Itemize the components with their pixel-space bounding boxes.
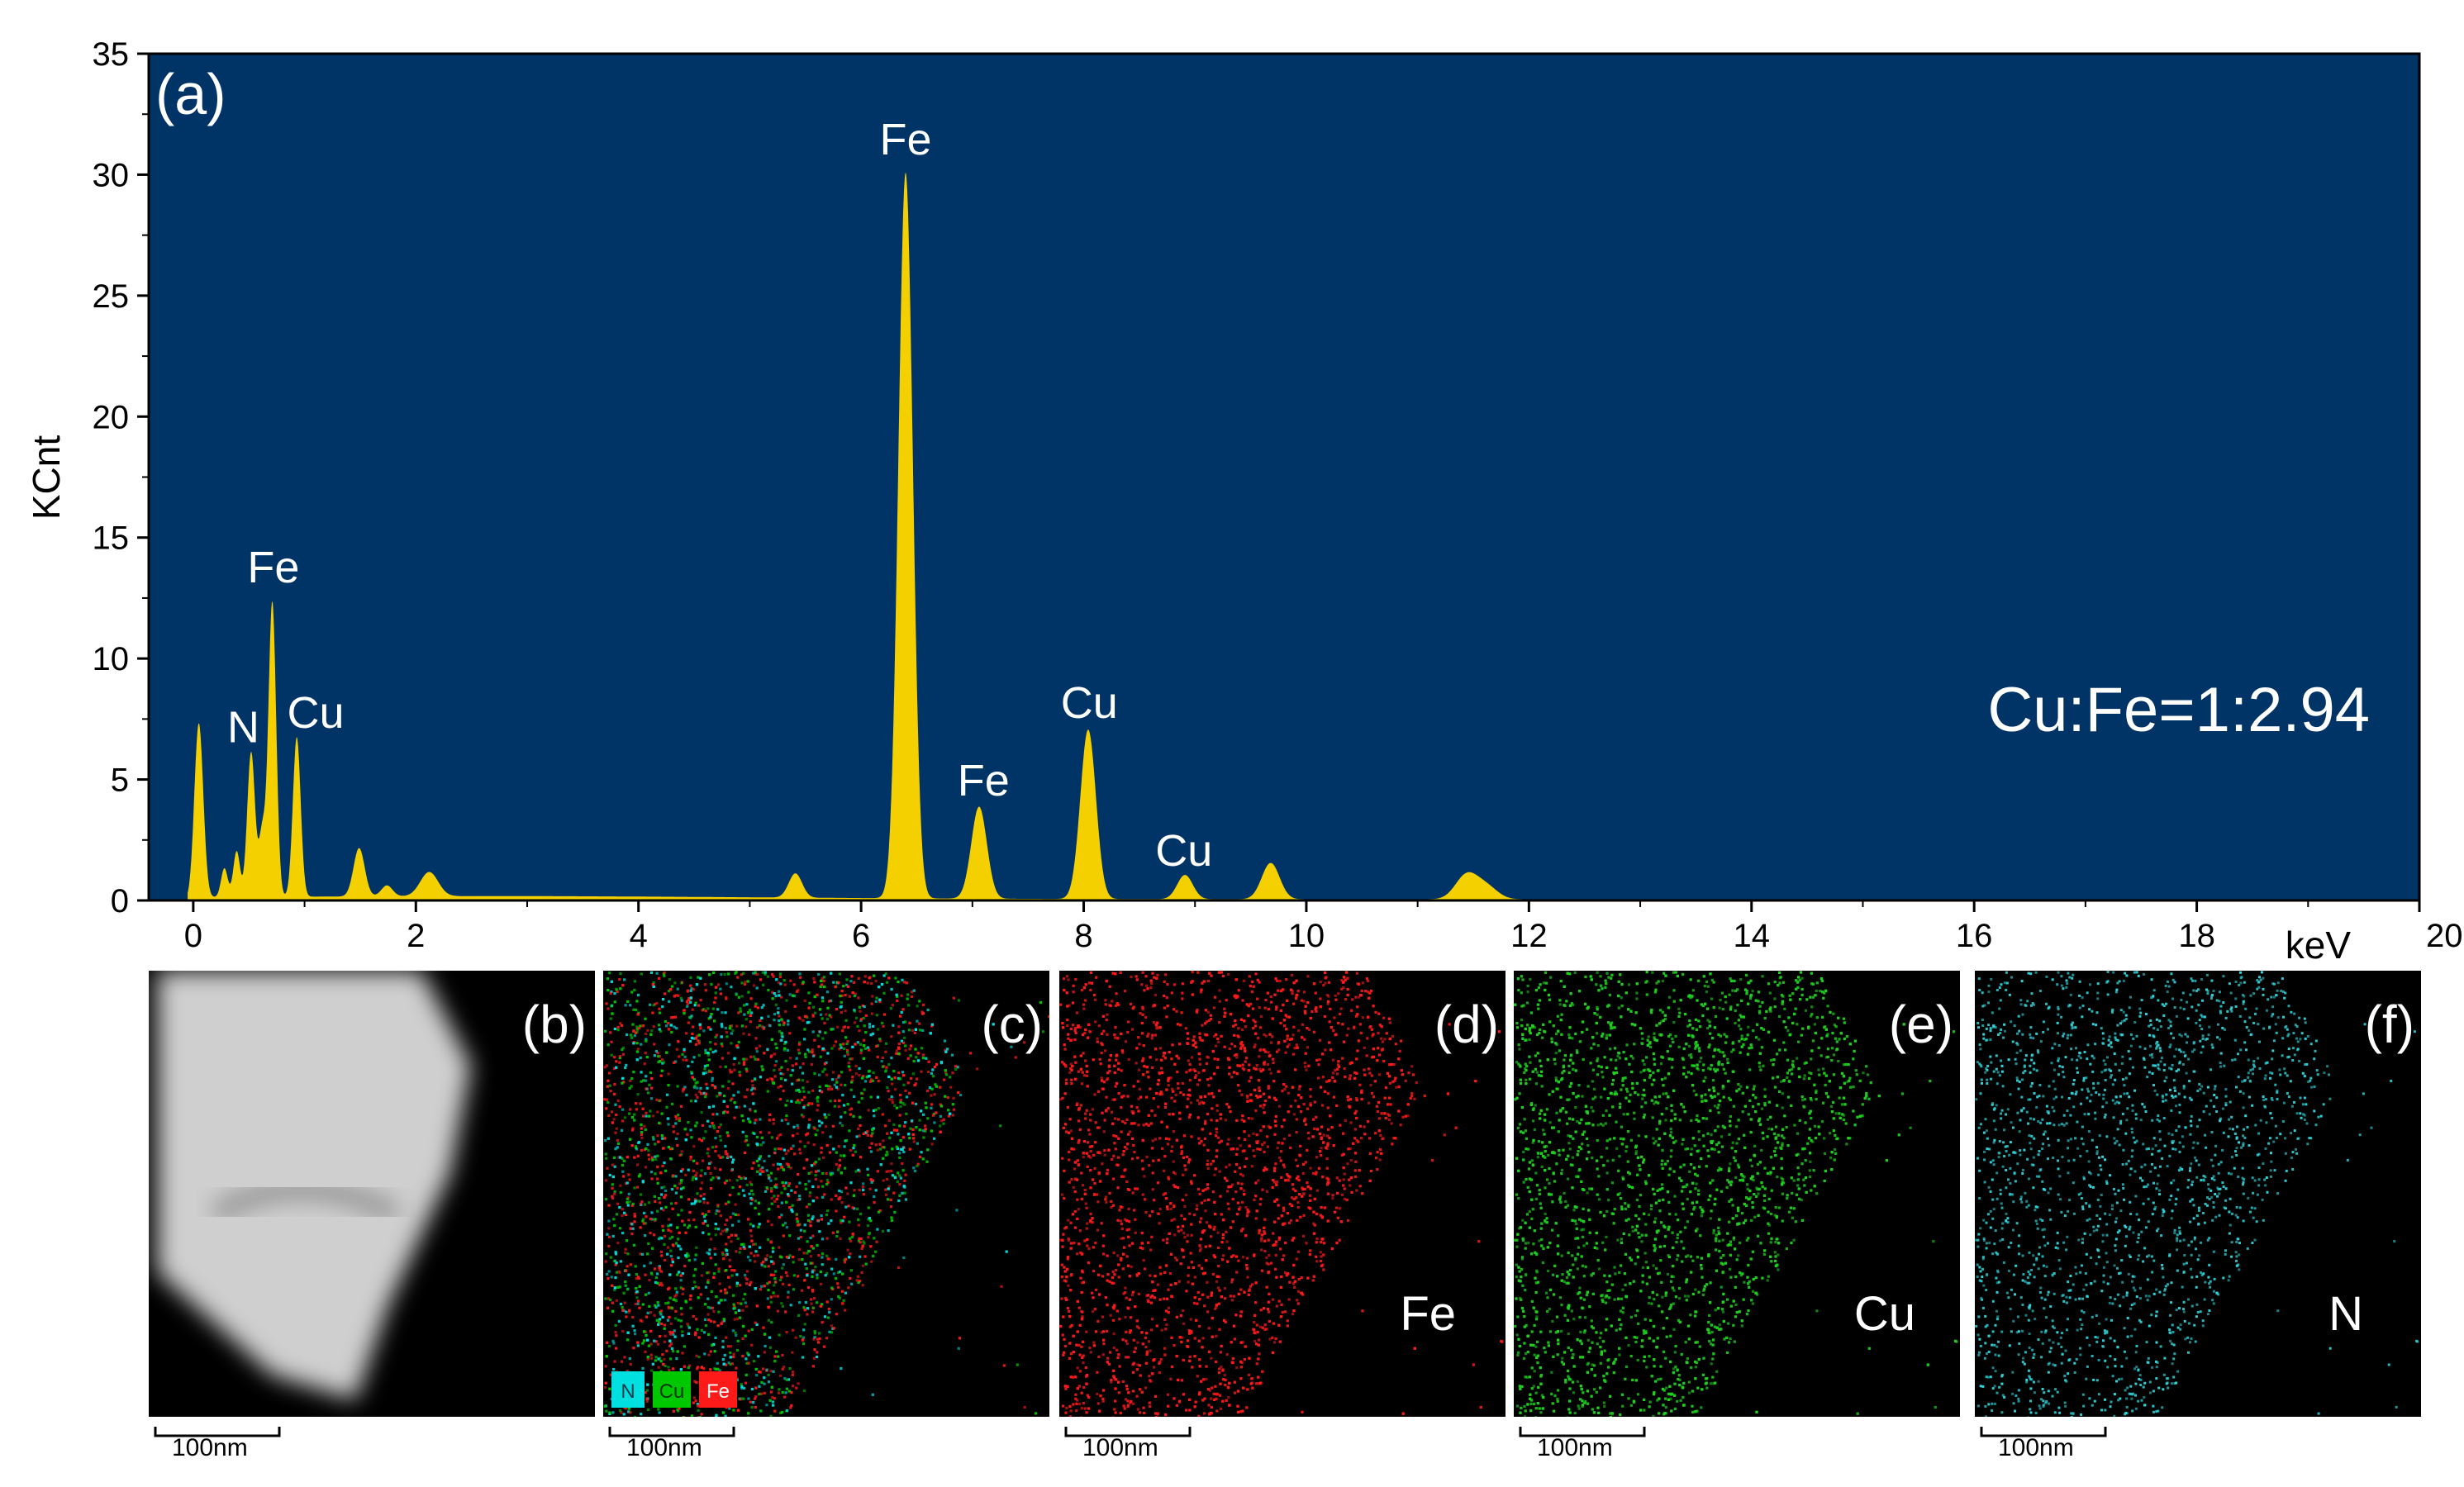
peak-label: Cu — [288, 688, 345, 738]
peak-label: Fe — [247, 543, 299, 592]
x-tick-label: 0 — [184, 918, 202, 954]
x-tick-label: 2 — [407, 918, 425, 954]
x-tick-label: 10 — [1288, 918, 1325, 954]
panel-label-b: (b) — [522, 995, 587, 1054]
x-axis: 0 2 4 6 8 10 12 14 16 18 20 — [184, 900, 2463, 954]
legend-label-n: N — [621, 1380, 635, 1403]
element-label-fe: Fe — [1400, 1287, 1456, 1341]
x-axis-unit-label: keV — [2286, 924, 2352, 967]
x-tick-label: 20 — [2426, 918, 2463, 954]
scale-bar-f: 100nm — [1980, 1427, 2107, 1461]
peak-label: Cu — [1155, 826, 1212, 876]
plot-background — [149, 54, 2419, 900]
y-tick-label: 10 — [93, 641, 130, 677]
legend-label-fe: Fe — [706, 1380, 730, 1403]
scale-bar-b: 100nm — [154, 1427, 281, 1461]
x-tick-label: 14 — [1734, 918, 1771, 954]
x-tick-label: 18 — [2178, 918, 2215, 954]
y-tick-label: 5 — [111, 763, 129, 799]
overlay-map-image — [603, 971, 1049, 1417]
scale-bar-label: 100nm — [172, 1434, 248, 1461]
n-map-image — [1975, 971, 2419, 1417]
scale-bar-label: 100nm — [626, 1434, 702, 1461]
scale-bar-d: 100nm — [1064, 1427, 1192, 1461]
fe-map-image — [1059, 971, 1504, 1417]
peak-label: N — [227, 702, 259, 752]
peak-label: Fe — [958, 756, 1010, 805]
y-tick-label: 30 — [93, 157, 130, 193]
panel-label-e: (e) — [1889, 995, 1953, 1054]
y-tick-label: 20 — [93, 399, 130, 435]
map-panel-c: (c) N Cu Fe 100nm — [603, 971, 1049, 1461]
scale-bar-label: 100nm — [1537, 1434, 1613, 1461]
y-tick-label: 15 — [93, 520, 130, 557]
y-tick-label: 35 — [93, 36, 130, 73]
cu-map-image — [1514, 971, 1958, 1417]
map-panel-f: (f) N 100nm — [1975, 971, 2421, 1461]
y-tick-label: 25 — [93, 278, 130, 315]
map-panel-d: (d) Fe 100nm — [1059, 971, 1506, 1461]
legend-label-cu: Cu — [659, 1380, 685, 1403]
map-legend: N Cu Fe — [611, 1371, 737, 1408]
scale-bar-label: 100nm — [1998, 1434, 2074, 1461]
legend-swatch-cu — [653, 1371, 691, 1408]
panel-label-c: (c) — [981, 995, 1043, 1054]
x-tick-label: 6 — [852, 918, 870, 954]
legend-swatch-fe — [699, 1371, 737, 1408]
element-label-n: N — [2328, 1287, 2363, 1341]
x-tick-label: 8 — [1074, 918, 1092, 954]
y-axis: 0 5 10 15 20 25 30 35 — [93, 36, 149, 919]
ratio-annotation: Cu:Fe=1:2.94 — [1987, 675, 2370, 745]
panel-label-d: (d) — [1434, 995, 1499, 1054]
scale-bar-e: 100nm — [1519, 1427, 1646, 1461]
peak-label: Fe — [879, 115, 931, 164]
map-panel-b: (b) 100nm — [149, 971, 595, 1461]
spectrum-panel: 0 5 10 15 20 25 30 35 0 2 4 6 8 10 12 14 16 18 20 KCnt ke… — [25, 36, 2463, 967]
x-tick-label: 16 — [1956, 918, 1993, 954]
panel-label-a: (a) — [155, 62, 226, 126]
peak-labels: N Fe Cu Fe Fe Cu Cu — [227, 115, 1212, 876]
peak-label: Cu — [1061, 678, 1118, 728]
scale-bar-c: 100nm — [608, 1427, 735, 1461]
x-tick-label: 12 — [1510, 918, 1548, 954]
legend-swatch-n — [611, 1371, 645, 1408]
x-tick-label: 4 — [630, 918, 648, 954]
element-label-cu: Cu — [1854, 1287, 1915, 1341]
y-tick-label: 0 — [111, 883, 129, 919]
map-panel-e: (e) Cu 100nm — [1514, 971, 1960, 1461]
panel-label-f: (f) — [2365, 995, 2414, 1054]
y-axis-title: KCnt — [25, 435, 68, 520]
scale-bar-label: 100nm — [1082, 1434, 1158, 1461]
